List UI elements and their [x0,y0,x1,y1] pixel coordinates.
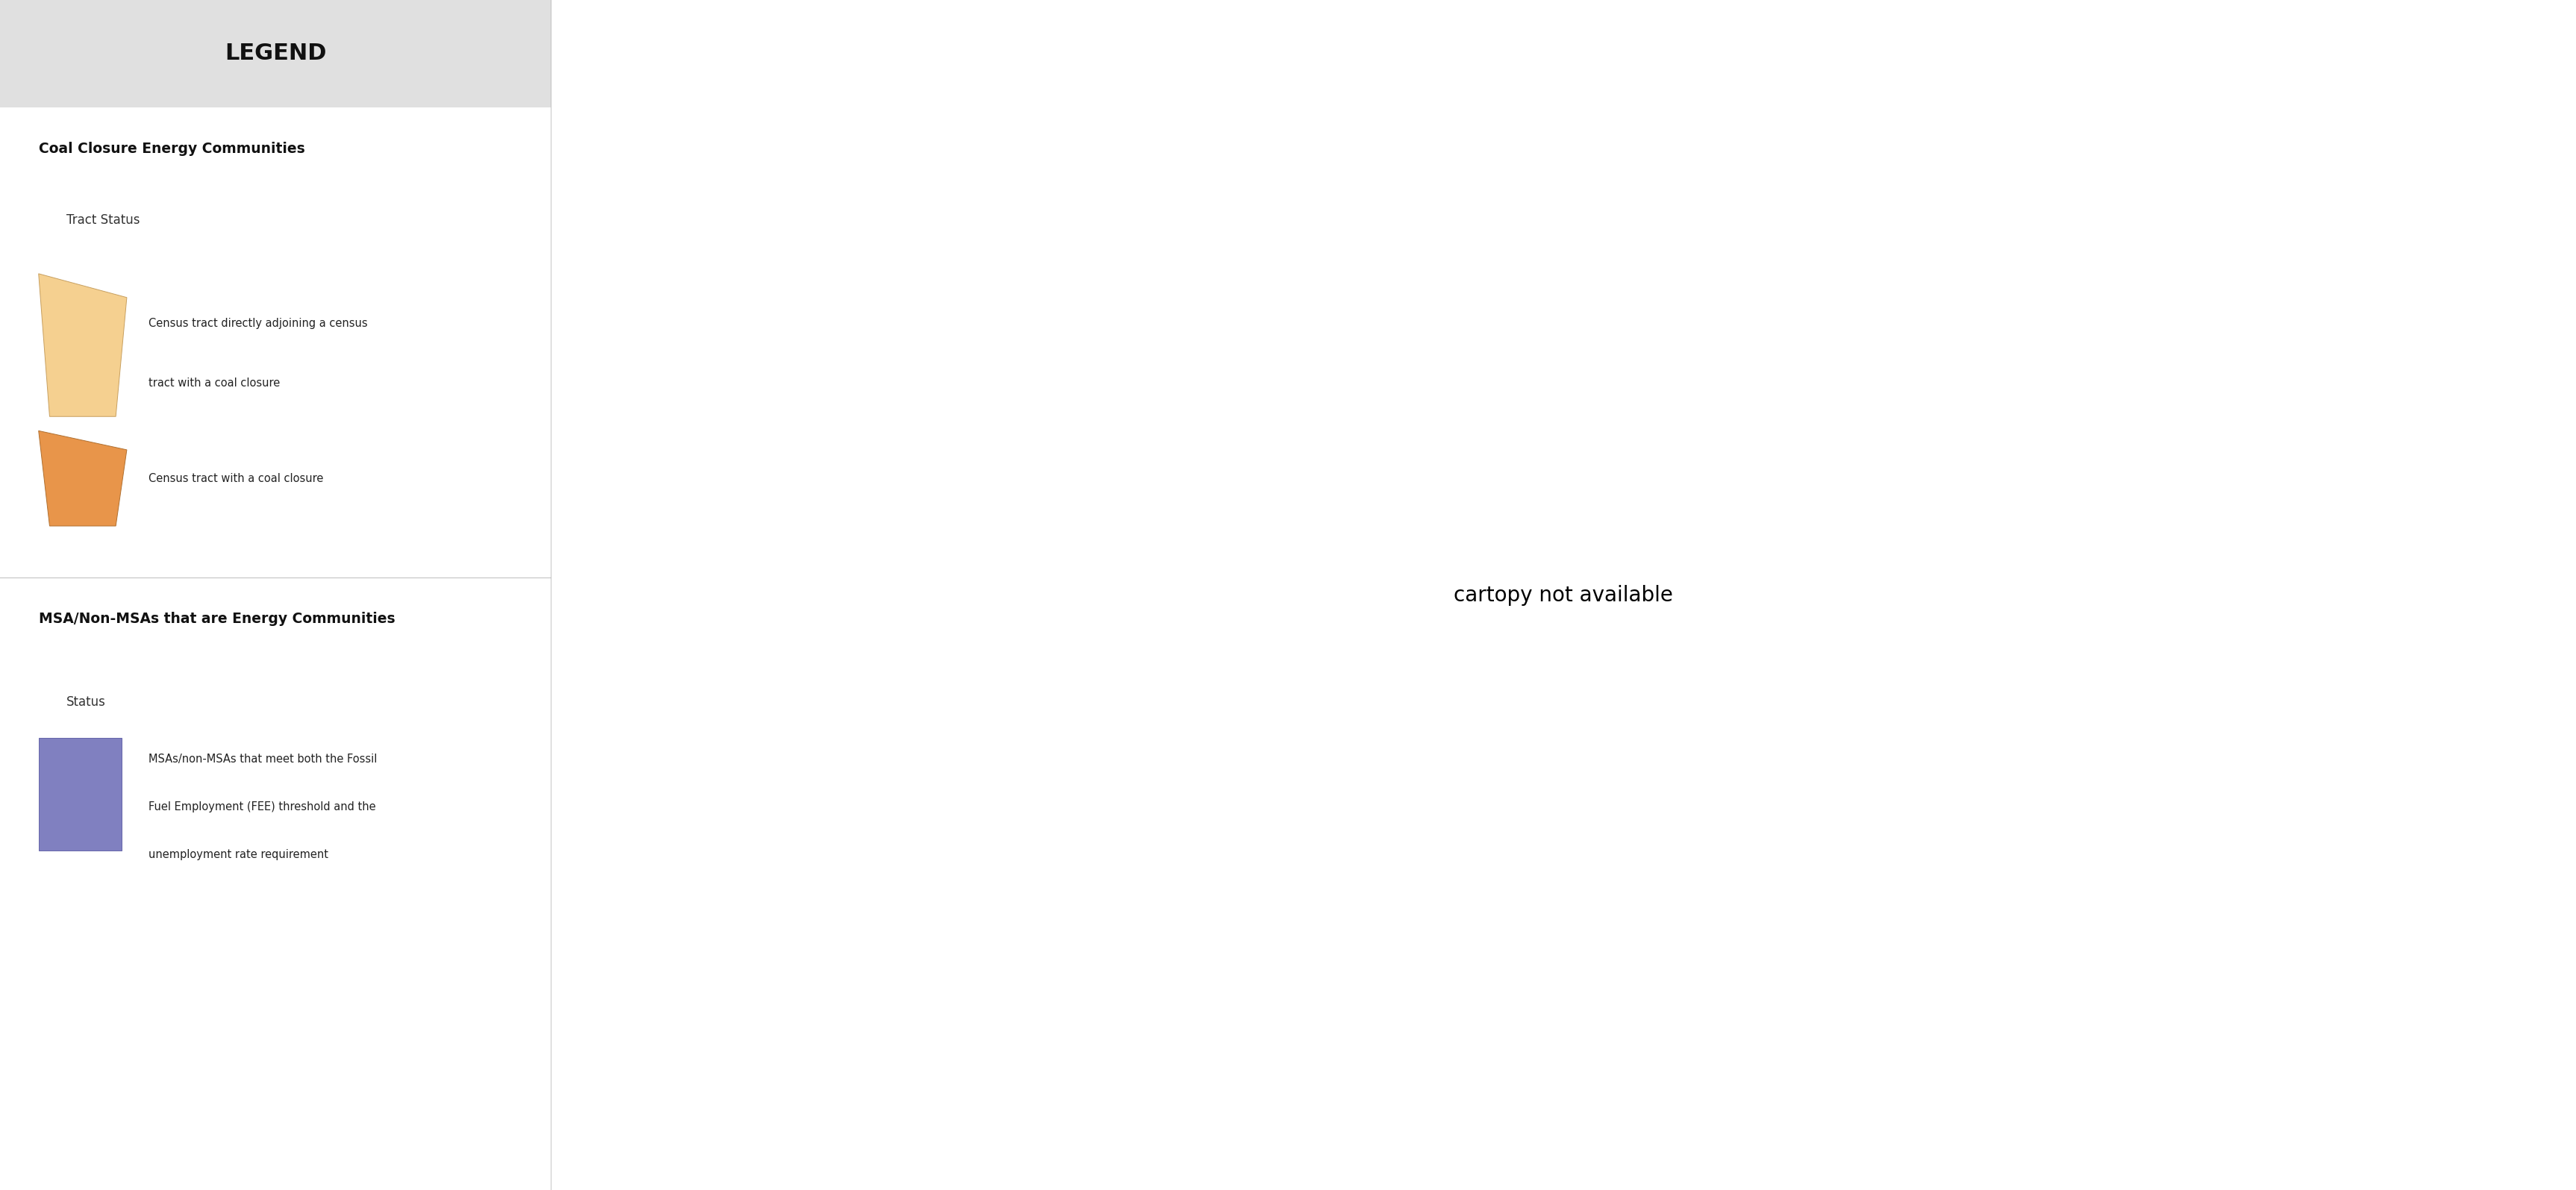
Bar [0,0,551,107]
Text: Status: Status [67,695,106,709]
Text: MSA/Non-MSAs that are Energy Communities: MSA/Non-MSAs that are Energy Communities [39,612,394,626]
Text: Coal Closure Energy Communities: Coal Closure Energy Communities [39,142,304,156]
Text: Tract Status: Tract Status [67,213,139,227]
Text: tract with a coal closure: tract with a coal closure [149,377,281,389]
Polygon shape [39,431,126,526]
Text: Census tract directly adjoining a census: Census tract directly adjoining a census [149,318,368,330]
Text: Census tract with a coal closure: Census tract with a coal closure [149,472,325,484]
Text: unemployment rate requirement: unemployment rate requirement [149,848,330,860]
Text: LEGEND: LEGEND [224,43,327,64]
Polygon shape [39,274,126,416]
Bar [39,738,121,851]
Text: Fuel Employment (FEE) threshold and the: Fuel Employment (FEE) threshold and the [149,801,376,813]
Text: MSAs/non-MSAs that meet both the Fossil: MSAs/non-MSAs that meet both the Fossil [149,753,379,765]
Text: cartopy not available: cartopy not available [1453,584,1674,606]
